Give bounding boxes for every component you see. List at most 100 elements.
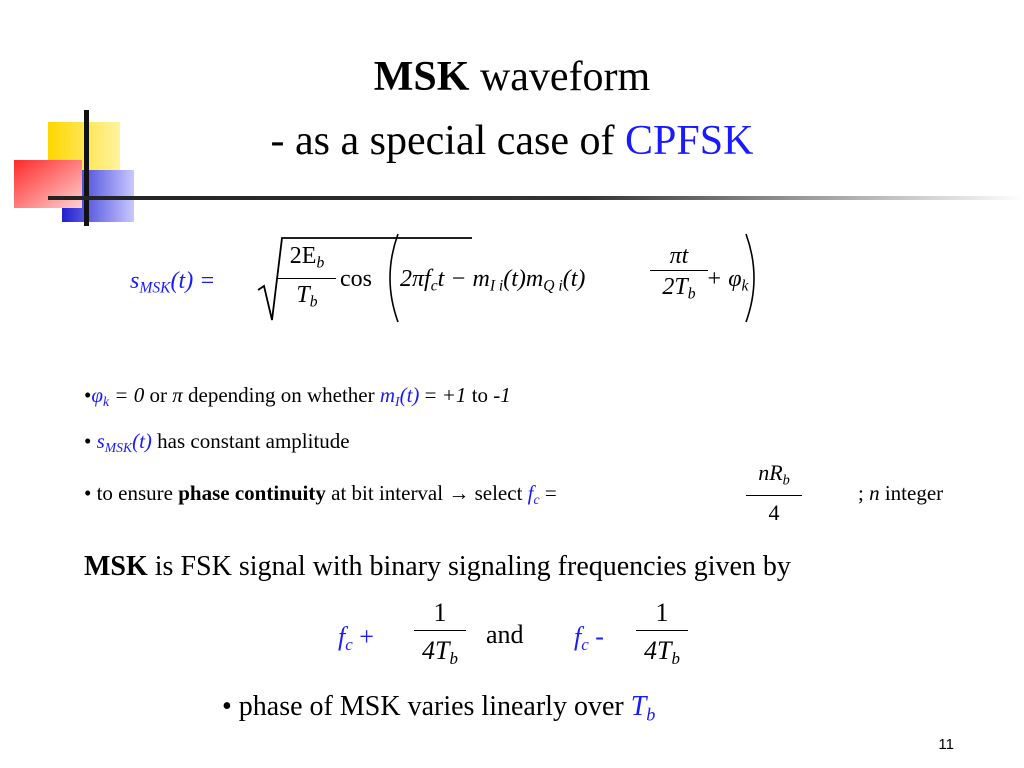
statement-bold: MSK	[84, 551, 148, 582]
formula-mq-arg: (t)	[562, 266, 586, 292]
f1-sub: c	[345, 635, 353, 655]
right-arrow-icon: →	[448, 481, 470, 505]
f1-expr: fc +	[338, 622, 374, 655]
b1-phi: φ	[91, 383, 103, 407]
statement-rest: is FSK signal with binary signaling freq…	[154, 551, 791, 582]
formula-lhs-arg: (t) =	[170, 268, 216, 294]
bullet-phase-continuity: • to ensure phase continuity at bit inte…	[84, 480, 557, 513]
sqrt-den: T	[296, 281, 310, 308]
cos-label: cos	[340, 266, 372, 292]
b1-eq: = 0	[114, 383, 145, 407]
f1-letter: f	[338, 622, 346, 651]
b1-m: mI(t)	[379, 383, 420, 410]
b3-frac-den: 4	[746, 495, 802, 530]
b3-select: select	[474, 481, 523, 505]
sqrt-sign	[257, 237, 472, 321]
b1-depending: depending on whether	[188, 383, 375, 407]
b3-f: f	[527, 481, 534, 505]
slide-title-line1: MSK waveform	[0, 52, 1024, 102]
title-bold: MSK	[373, 54, 470, 100]
formula-term1-sub: c	[430, 277, 438, 295]
b1-m-letter: m	[379, 383, 396, 407]
b3-prefix: • to ensure	[84, 481, 173, 505]
bullet-constant-amplitude: • sMSK(t) has constant amplitude	[84, 428, 350, 461]
frac2-den-sub: b	[671, 649, 680, 669]
left-paren	[389, 233, 399, 323]
title-line2-highlight: CPFSK	[625, 118, 754, 164]
inner-fraction: πt 2Tb	[650, 242, 708, 311]
f2-op: -	[595, 622, 604, 651]
title-rest: waveform	[479, 54, 651, 100]
b3-frac-num-sub: b	[782, 472, 790, 489]
formula-phi-symbol: + φ	[706, 266, 742, 292]
formula-lhs-s: s	[130, 268, 140, 294]
b1-pi: π	[172, 383, 183, 407]
b2-s: sMSK(t)	[96, 429, 152, 456]
f2-sub: c	[581, 635, 589, 655]
b3-integer: integer	[884, 481, 944, 505]
b3-fc: fc	[527, 481, 540, 508]
frac1-den-sub: b	[449, 649, 458, 669]
frac2: 1 4Tb	[636, 596, 688, 679]
b1-phi-sub: k	[102, 394, 110, 410]
b1-m-arg: (t)	[399, 383, 420, 407]
b2-s-sub: MSK	[104, 440, 133, 456]
title-line2-prefix: - as a special case of	[270, 118, 615, 164]
b3-suffix: ; n integer	[858, 480, 943, 506]
b3-eq: =	[544, 481, 557, 505]
b2-rest: has constant amplitude	[157, 429, 350, 453]
inner-frac-den: 2T	[662, 274, 688, 300]
sqrt-fraction: 2Eb Tb	[278, 242, 336, 318]
b1-eq2: =	[424, 383, 437, 407]
b3-mid: at bit interval	[331, 481, 444, 505]
bullet-phi-k: •φk = 0 or π depending on whether mI(t) …	[84, 382, 511, 415]
frequency-expressions: fc + 1 4Tb and fc - 1 4Tb	[338, 596, 718, 686]
bullet-dot: •	[84, 429, 92, 453]
inner-frac-num: πt	[669, 243, 689, 269]
formula-mi-sub: I i	[489, 277, 504, 295]
page-number: 11	[938, 736, 954, 753]
b1-to: to	[471, 383, 489, 407]
b2-s-letter: s	[96, 429, 105, 453]
b2-s-arg: (t)	[132, 429, 152, 453]
sqrt-num-sub: b	[316, 254, 325, 272]
formula-mi-arg: (t)m	[503, 266, 544, 292]
phase-T-letter: T	[630, 691, 647, 722]
b1-m-sub: I	[395, 394, 400, 410]
b3-frac-num: nR	[758, 460, 783, 485]
b1-or: or	[149, 383, 167, 407]
f1-op: +	[359, 622, 374, 651]
f2-letter: f	[574, 622, 582, 651]
phase-line-T: Tb	[630, 691, 656, 725]
msk-formula: sMSK(t) = 2Eb Tb cos 2πfct − mI i(t)mQ i…	[130, 232, 830, 324]
frac1-den: 4T	[422, 636, 450, 665]
bullet-dot: •	[84, 383, 92, 407]
f2-expr: fc -	[574, 622, 604, 655]
formula-lhs: sMSK(t) =	[130, 268, 215, 298]
inner-frac-den-sub: b	[687, 285, 696, 303]
phase-line-text: • phase of MSK varies linearly over	[222, 691, 624, 722]
b3-f-sub: c	[533, 492, 540, 508]
formula-phi: + φk	[706, 266, 748, 296]
formula-lhs-sub: MSK	[139, 279, 171, 297]
phase-T-sub: b	[646, 704, 656, 725]
frac1: 1 4Tb	[414, 596, 466, 679]
frac1-num: 1	[433, 598, 447, 627]
b3-fraction: nRb 4	[746, 458, 802, 530]
right-paren	[745, 233, 755, 323]
msk-statement: MSK is FSK signal with binary signaling …	[84, 550, 791, 584]
frac2-num: 1	[655, 598, 669, 627]
deco-red-square	[14, 160, 82, 208]
frac2-den: 4T	[644, 636, 672, 665]
slide-title-line2: - as a special case of CPFSK	[0, 116, 1024, 166]
b3-bold: phase continuity	[178, 481, 326, 505]
sqrt-den-sub: b	[309, 293, 318, 311]
b3-n: n	[869, 481, 880, 505]
formula-mq-sub: Q i	[543, 277, 563, 295]
formula-argument: 2πfct − mI i(t)mQ i(t)	[400, 266, 585, 296]
sqrt-num: 2E	[289, 243, 317, 269]
b1-plus1: +1	[441, 383, 467, 407]
formula-term1: 2πf	[400, 266, 431, 292]
formula-term1-end: t − m	[437, 266, 490, 292]
b3-semicolon: ;	[858, 481, 864, 505]
